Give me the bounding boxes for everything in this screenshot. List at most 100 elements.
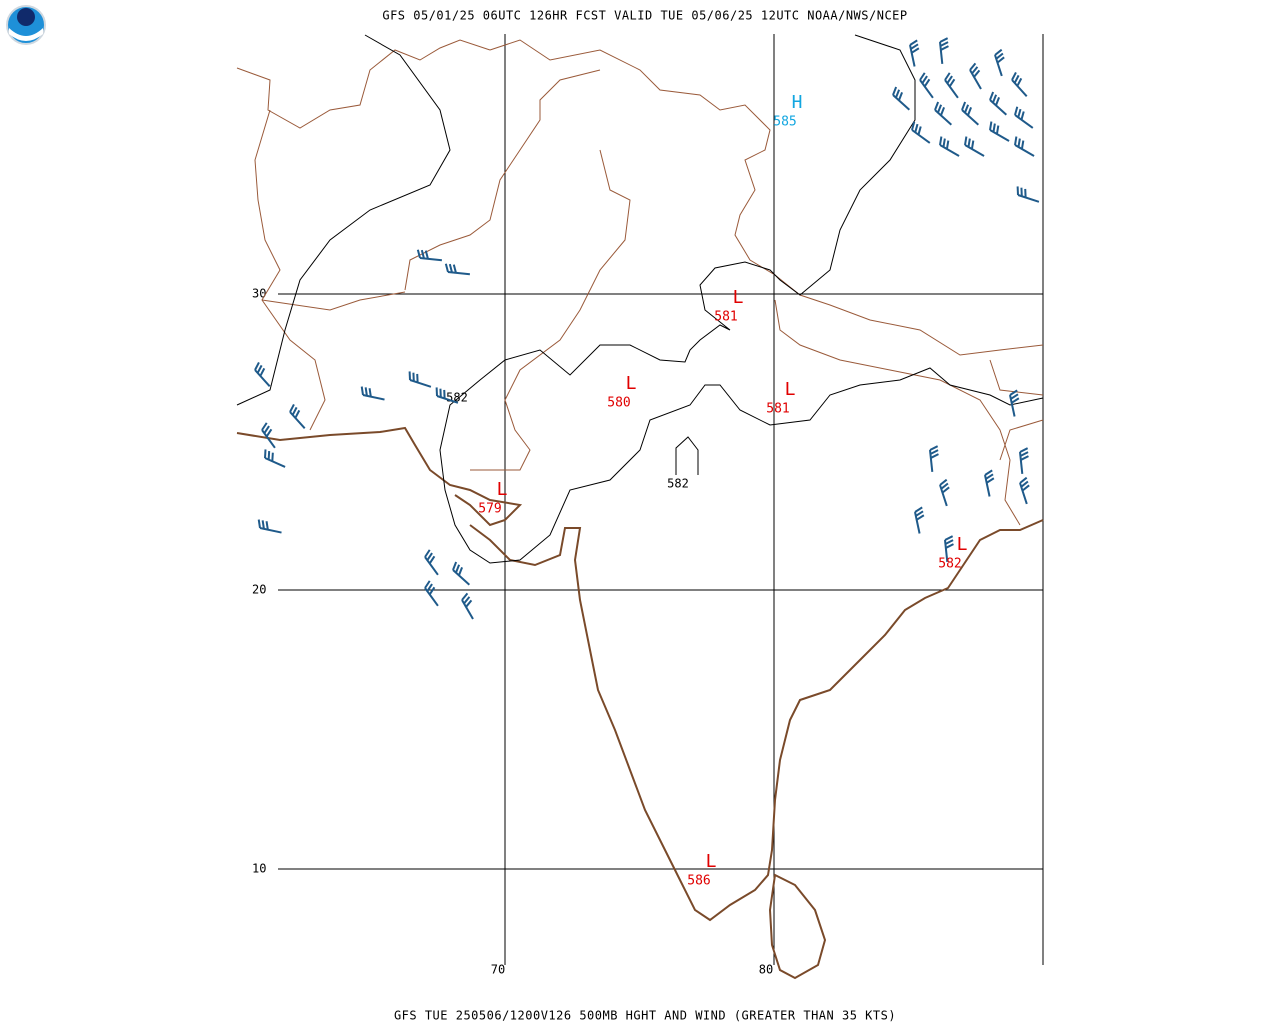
barb-flag	[929, 445, 939, 451]
barb-flag	[435, 387, 438, 397]
barb-flag	[923, 78, 931, 88]
lon-label: 70	[491, 963, 505, 977]
wind-barb	[264, 449, 286, 468]
barb-flag	[265, 521, 269, 530]
center-symbol: L	[957, 534, 968, 555]
barb-flag	[892, 86, 898, 96]
barb-flag	[291, 406, 298, 416]
wind-barb	[254, 361, 271, 388]
barb-flag	[1020, 455, 1029, 461]
barb-flag	[465, 599, 473, 608]
center-value: 585	[773, 115, 796, 130]
barb-flag	[1019, 451, 1029, 457]
barb-flag	[448, 263, 453, 273]
center-symbol: L	[497, 479, 508, 500]
pressure-centers: H 585 L 581 L 580 L 581 L 579 L 582 L 586	[478, 92, 967, 889]
barb-flag	[895, 89, 901, 99]
barb-flag	[261, 422, 268, 431]
barb-flag	[428, 586, 436, 596]
wind-barb	[1009, 389, 1020, 417]
center-symbol: H	[792, 92, 803, 113]
barb-flag	[967, 107, 972, 116]
barb-flag	[265, 428, 273, 438]
barb-flag	[416, 249, 421, 259]
barb-flag	[420, 249, 425, 259]
barb-flag	[294, 409, 301, 419]
barb-flag	[964, 136, 968, 146]
barb-flag	[985, 473, 994, 480]
wind-barb	[461, 592, 474, 620]
borders	[236, 39, 1044, 526]
wind-barb	[964, 136, 985, 157]
barb-flag	[939, 41, 949, 47]
barb-flag	[360, 386, 364, 396]
barb-flag	[1024, 188, 1027, 198]
wind-barb	[360, 386, 385, 401]
barb-flag	[1010, 393, 1019, 400]
barb-flag	[944, 72, 951, 81]
grid	[278, 34, 1044, 965]
barb-flag	[1021, 484, 1030, 492]
wind-barb	[452, 561, 471, 586]
barb-flag	[914, 506, 923, 513]
center-symbol: L	[733, 287, 744, 308]
center-symbol: L	[785, 379, 796, 400]
barb-flag	[969, 62, 977, 71]
barb-flag	[967, 138, 971, 148]
barb-flag	[937, 104, 943, 114]
barb-flag	[254, 361, 260, 371]
barb-flag	[455, 564, 461, 574]
wind-barb	[261, 422, 276, 449]
lon-label: 80	[759, 963, 773, 977]
barb-flag	[939, 136, 943, 146]
wind-barb	[939, 478, 950, 507]
barb-flag	[1013, 74, 1020, 84]
wind-barb	[424, 549, 439, 576]
wind-barb	[989, 91, 1008, 116]
barb-flag	[263, 425, 270, 434]
barb-flag	[992, 94, 998, 104]
barb-flag	[911, 47, 920, 54]
wind-barb	[1011, 71, 1028, 98]
barb-flag	[994, 48, 1003, 56]
barb-flag	[934, 101, 940, 111]
barb-flag	[914, 123, 919, 133]
barb-flag	[1020, 111, 1025, 120]
wind-barb	[1019, 476, 1030, 505]
barb-flag	[1011, 71, 1017, 81]
barb-flag	[1020, 187, 1023, 197]
barb-flag	[996, 56, 1005, 64]
barb-flag	[915, 510, 924, 517]
barb-flag	[443, 389, 446, 399]
barb-flag	[424, 580, 431, 589]
caption: GFS TUE 250506/1200V126 500MB HGHT AND W…	[394, 1009, 896, 1023]
barb-flag	[945, 140, 950, 150]
wind-barb	[424, 580, 439, 607]
barb-flag	[939, 37, 949, 43]
barb-flag	[940, 107, 945, 116]
barb-flag	[461, 592, 469, 601]
barb-flag	[929, 449, 939, 455]
wind-barb	[408, 371, 432, 388]
barb-flag	[426, 552, 433, 561]
barb-flag	[412, 372, 415, 382]
center-symbol: L	[626, 373, 637, 394]
barb-flag	[1016, 186, 1019, 196]
center-value: 581	[766, 402, 789, 417]
wind-barb	[939, 136, 960, 157]
wind-barb	[257, 519, 282, 534]
wind-barb	[892, 86, 911, 111]
wind-barb	[934, 101, 953, 126]
barb-flag	[271, 452, 274, 462]
barb-flag	[992, 123, 996, 133]
contours	[236, 34, 1044, 564]
barb-flag	[428, 555, 436, 565]
center-value: 582	[938, 557, 961, 572]
wind-barb	[969, 62, 982, 90]
barb-flag	[408, 371, 411, 381]
barb-flag	[261, 520, 265, 529]
barb-flag	[256, 364, 263, 374]
barb-flag	[426, 583, 433, 592]
